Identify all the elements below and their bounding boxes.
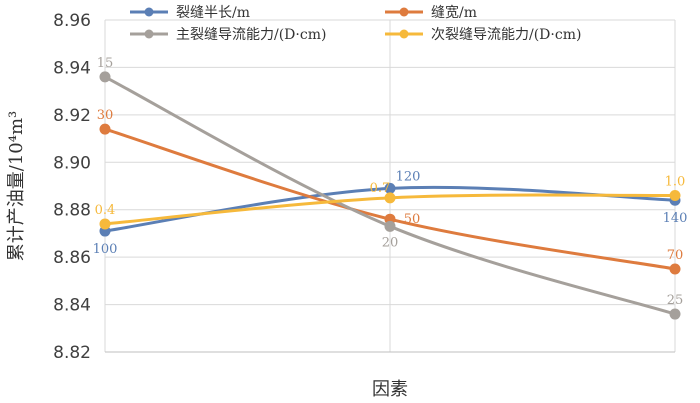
series-2-point	[99, 123, 111, 135]
legend-marker	[399, 7, 409, 17]
legend-marker	[399, 29, 409, 39]
y-tick-label: 8.96	[53, 11, 91, 31]
data-label: 1.0	[665, 174, 686, 189]
legend-label: 主裂缝导流能力/(D·cm)	[176, 27, 326, 43]
series-2-point	[669, 263, 681, 275]
series-1-point	[384, 182, 396, 194]
series-3-point	[384, 220, 396, 232]
y-tick-label: 8.94	[53, 58, 91, 78]
data-label: 100	[93, 242, 118, 257]
data-label: 50	[404, 212, 421, 227]
legend-label: 缝宽/m	[431, 4, 477, 21]
series-3-point	[669, 308, 681, 320]
series-4-point	[99, 218, 111, 230]
legend-marker	[144, 29, 154, 39]
data-label: 20	[382, 235, 399, 250]
x-axis-title: 因素	[372, 379, 408, 400]
series-3-point	[99, 71, 111, 83]
y-tick-label: 8.90	[53, 153, 91, 173]
legend-label: 次裂缝导流能力/(D·cm)	[431, 27, 581, 43]
legend: 裂缝半长/m 缝宽/m 主裂缝导流能力/(D·cm) 次裂缝导流能力/(D·cm)	[130, 4, 581, 43]
data-label: 70	[667, 248, 684, 263]
axis-layer: 8.82 8.84 8.86 8.88 8.90 8.92 8.94 8.96	[53, 11, 675, 363]
data-label: 140	[663, 211, 688, 226]
data-label: 0.7	[370, 181, 391, 196]
data-label: 25	[667, 293, 684, 308]
y-tick-label: 8.92	[53, 106, 91, 126]
series-4-point	[384, 192, 396, 204]
series-4-point	[669, 189, 681, 201]
y-axis-title: 累计产油量/10⁴m³	[6, 111, 27, 261]
data-label: 0.4	[95, 203, 116, 218]
y-tick-label: 8.88	[53, 201, 91, 221]
y-tick-label: 8.84	[53, 296, 91, 316]
legend-marker	[144, 7, 154, 17]
data-label: 30	[97, 108, 114, 123]
legend-label: 裂缝半长/m	[176, 5, 250, 21]
series-layer	[99, 71, 681, 320]
y-tick-label: 8.82	[53, 343, 91, 363]
data-label: 120	[396, 169, 421, 184]
data-label: 15	[97, 56, 114, 71]
data-label-layer: 100 120 140 30 50 70 15 20 25 0.4 0.7 1.0	[93, 56, 688, 308]
y-tick-label: 8.86	[53, 248, 91, 268]
